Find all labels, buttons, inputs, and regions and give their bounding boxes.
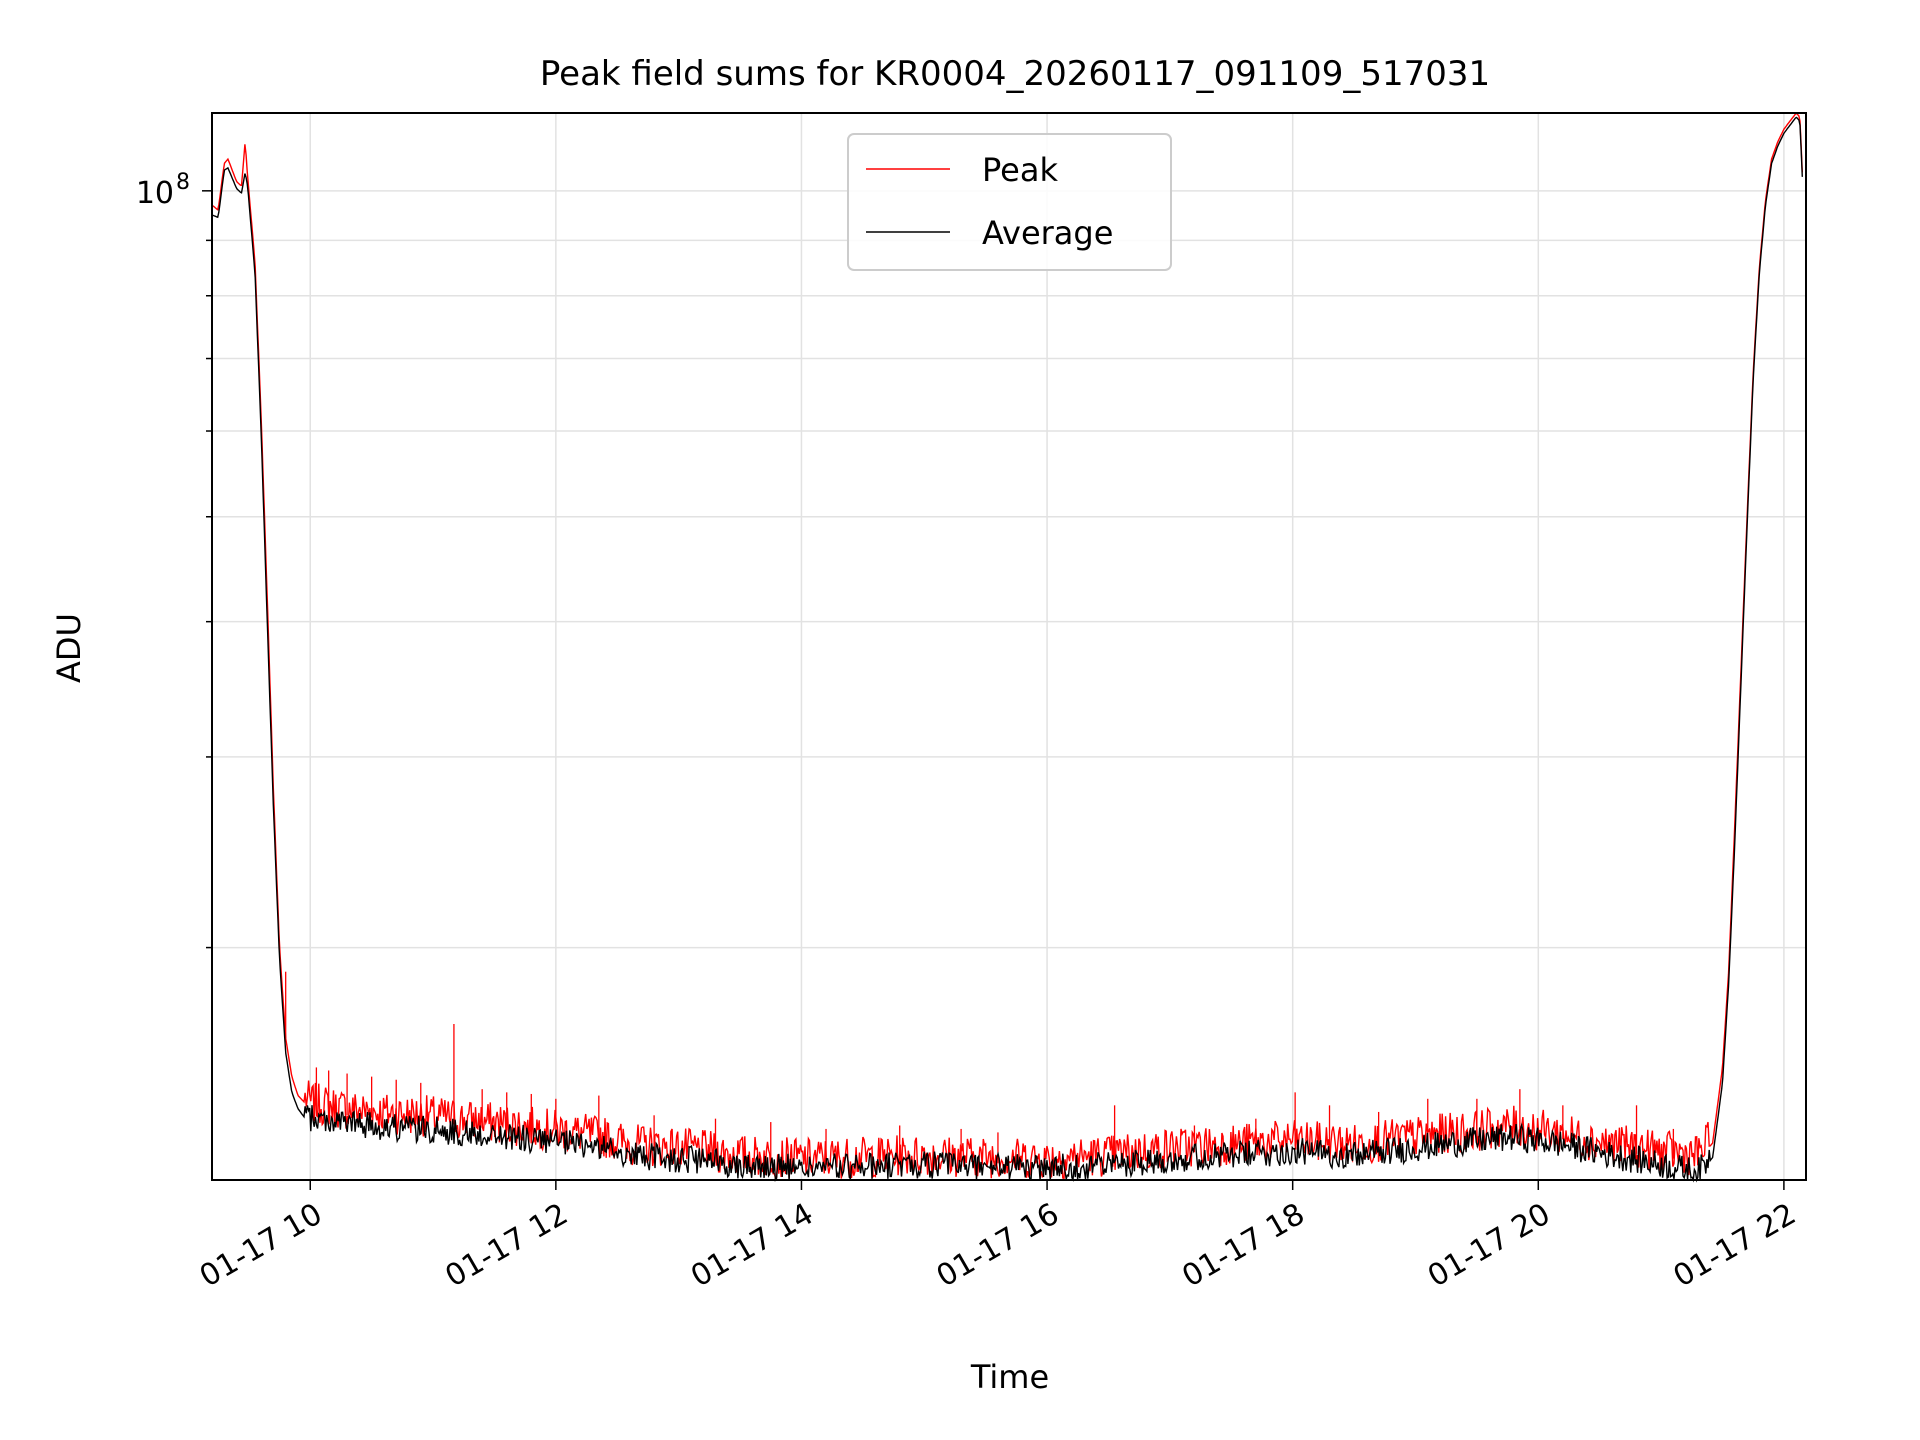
legend-average-label: Average: [982, 214, 1113, 252]
y-tick-label: 10: [136, 176, 174, 211]
y-tick-label-exponent: 8: [176, 170, 190, 195]
plot-frame: [211, 112, 1807, 1181]
x-axis-label: Time: [970, 1358, 1049, 1396]
average-series-line: [211, 116, 1803, 1183]
legend: Peak Average: [847, 133, 1172, 271]
legend-box: [847, 133, 1172, 271]
legend-peak-label: Peak: [982, 151, 1058, 189]
chart-title: Peak field sums for KR0004_20260117_0911…: [540, 54, 1490, 94]
y-axis-label: ADU: [50, 613, 88, 683]
series-group: [211, 112, 1803, 1183]
